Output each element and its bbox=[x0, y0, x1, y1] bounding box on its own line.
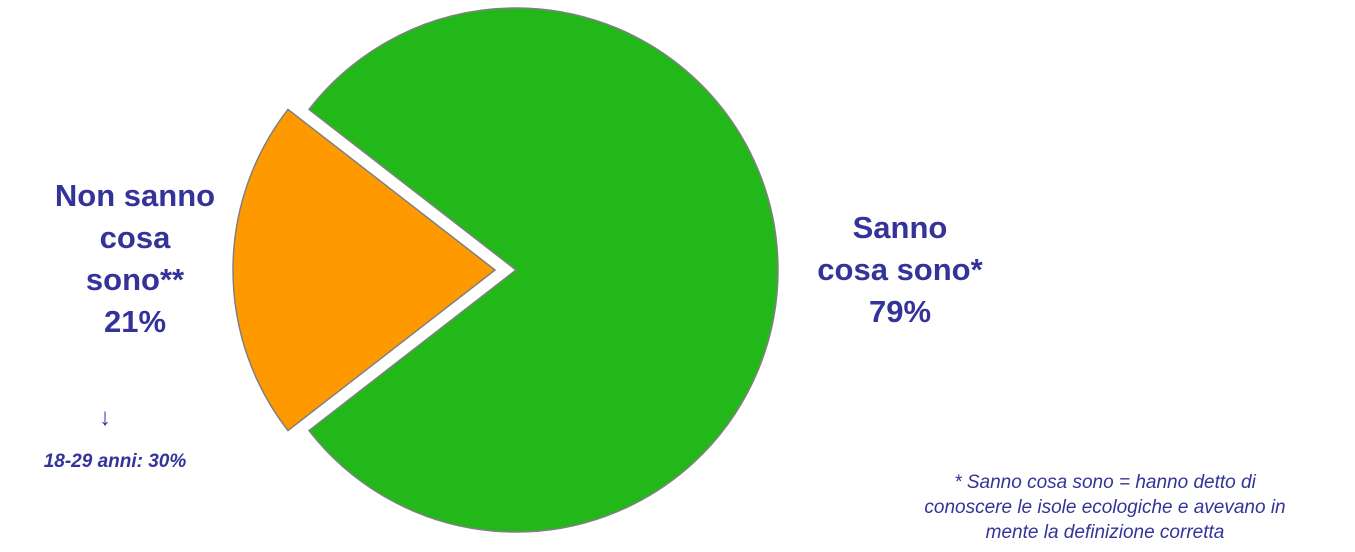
pie-slice-non-sanno-cosa-sono bbox=[232, 108, 497, 432]
slice-label-non-sanno-pct: 21% bbox=[103, 304, 167, 339]
subgroup-note: 18-29 anni: 30% bbox=[43, 451, 187, 472]
slice-label-non-sanno-line1: Non sanno bbox=[54, 178, 216, 213]
slice-label-sanno-line2: cosa sono* bbox=[817, 252, 983, 287]
footnote-line1: * Sanno cosa sono = hanno detto di bbox=[954, 472, 1256, 493]
slice-label-sanno: Sanno cosa sono* 79% bbox=[780, 207, 1020, 333]
slice-label-non-sanno: Non sanno cosa sono** 21% bbox=[10, 175, 260, 343]
slice-label-sanno-line1: Sanno bbox=[852, 210, 948, 245]
footnote-line3: mente la definizione corretta bbox=[985, 522, 1225, 543]
slice-label-sanno-pct: 79% bbox=[868, 294, 932, 329]
slice-label-non-sanno-line2: cosa bbox=[99, 220, 171, 255]
pie-slice-sanno-cosa-sono bbox=[307, 7, 779, 533]
down-arrow-icon: ↓ bbox=[99, 404, 111, 431]
slice-label-non-sanno-line3: sono** bbox=[85, 262, 185, 297]
footnote-line2: conoscere le isole ecologiche e avevano … bbox=[924, 497, 1286, 518]
footnote: * Sanno cosa sono = hanno detto di conos… bbox=[870, 470, 1340, 545]
